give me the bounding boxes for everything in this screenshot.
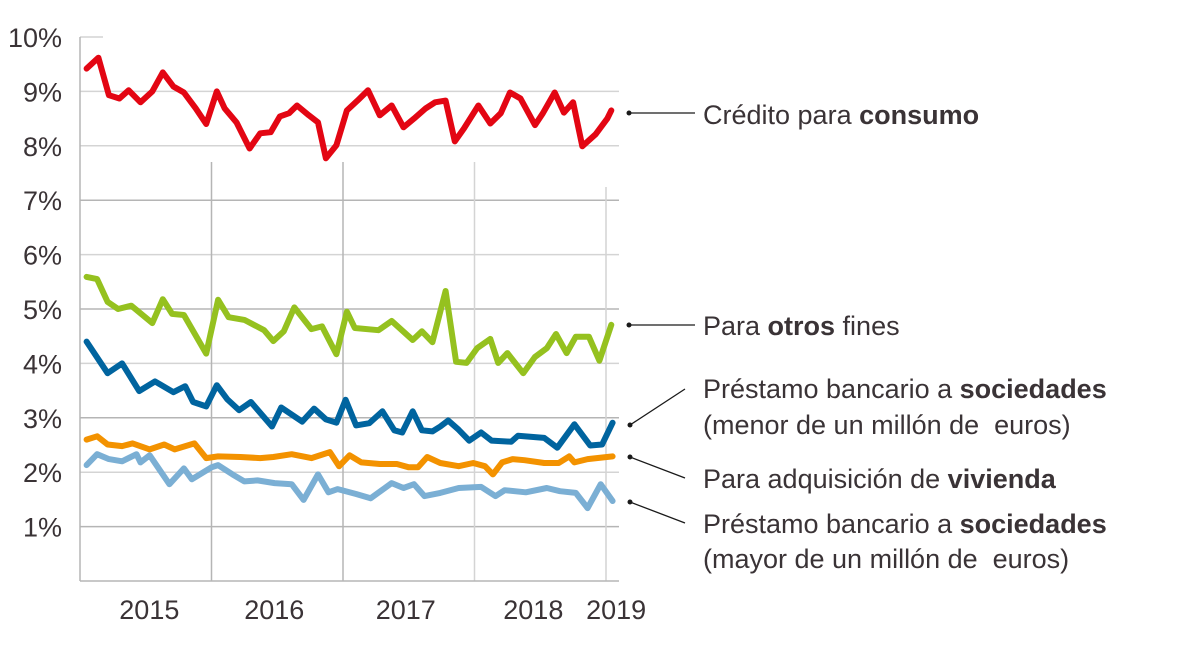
x-tick-label: 2017 [376, 595, 436, 625]
series-label-part: sociedades [960, 374, 1107, 404]
series-line-1 [83, 273, 615, 377]
series-label: Crédito para consumo [703, 100, 979, 130]
series-line-0 [83, 54, 615, 162]
label-leader-line [629, 388, 686, 426]
x-tick-label: 2016 [244, 595, 304, 625]
series-label-part: Para adquisición de [703, 464, 948, 494]
y-axis-ticks: 1% 2% 3% 4% 5% 6% 7% 8% 9% 10% [8, 23, 62, 543]
series-line-4 [83, 451, 616, 512]
label-leader-line [629, 501, 686, 524]
label-leader-line [629, 456, 686, 479]
series-line-3 [83, 433, 616, 478]
series-label-part: Préstamo bancario a [703, 509, 960, 539]
y-tick-label: 8% [23, 132, 62, 162]
y-tick-label: 9% [23, 77, 62, 107]
y-tick-label: 4% [23, 349, 62, 379]
series-label-part: otros [768, 311, 836, 341]
y-tick-label: 7% [23, 186, 62, 216]
series-line-2 [83, 338, 616, 451]
y-tick-label: 1% [23, 513, 62, 543]
series-lines [83, 54, 616, 512]
series-label-part: sociedades [960, 509, 1107, 539]
grid [79, 36, 619, 582]
series-label: Préstamo bancario a sociedades [703, 509, 1107, 539]
y-tick-label: 5% [23, 295, 62, 325]
series-label: Préstamo bancario a sociedades [703, 374, 1107, 404]
series-label: Para adquisición de vivienda [703, 464, 1057, 494]
series-label-part: Para [703, 311, 768, 341]
series-label-part: Crédito para [703, 100, 859, 130]
y-tick-label: 3% [23, 404, 62, 434]
x-axis-ticks: 2015 2016 2017 2018 2019 [119, 595, 646, 625]
series-label: Para otros fines [703, 311, 900, 341]
series-label-part: consumo [859, 100, 979, 130]
series-label-part: vivienda [948, 464, 1057, 494]
series-labels: Crédito para consumo Para otros fines Prés… [626, 100, 1107, 574]
series-label-line2: (mayor de un millón de euros) [703, 544, 1069, 574]
series-label-part: fines [835, 311, 900, 341]
y-tick-label: 10% [8, 23, 62, 53]
x-tick-label: 2019 [586, 595, 646, 625]
x-tick-label: 2015 [119, 595, 179, 625]
y-tick-label: 6% [23, 241, 62, 271]
series-label-line2: (menor de un millón de euros) [703, 410, 1071, 440]
y-tick-label: 2% [23, 458, 62, 488]
x-tick-label: 2018 [503, 595, 563, 625]
series-label-part: Préstamo bancario a [703, 374, 960, 404]
